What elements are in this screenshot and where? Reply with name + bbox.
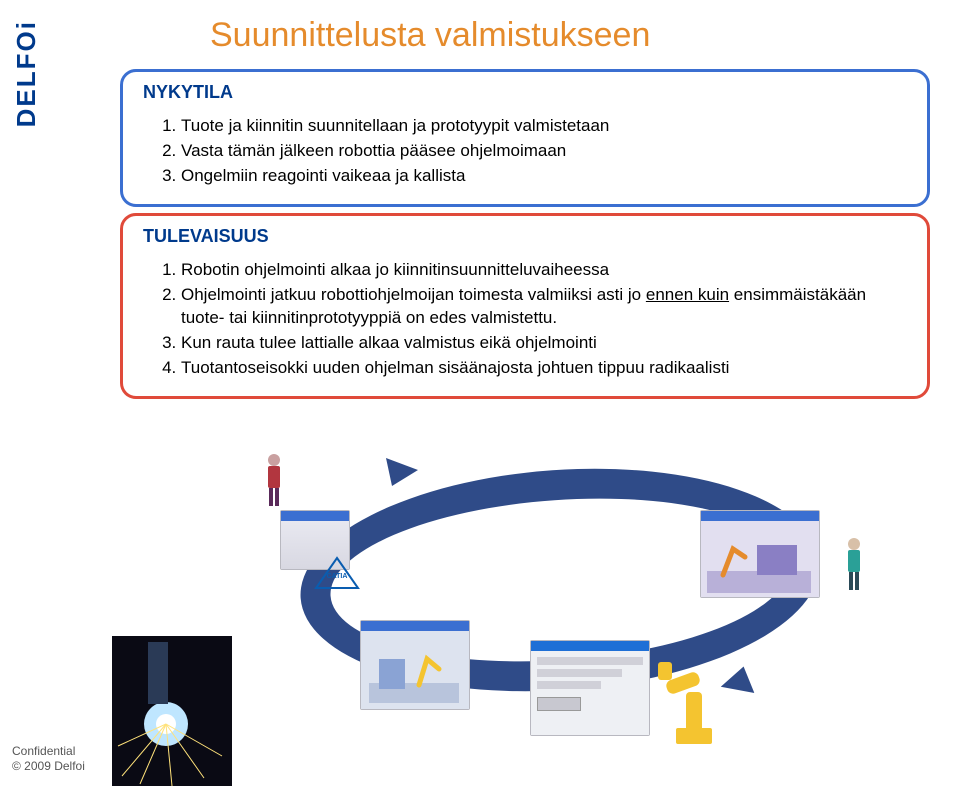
sidebar: DELFOi (0, 0, 52, 791)
footer-copyright: © 2009 Delfoi (12, 759, 85, 775)
footer-confidential: Confidential (12, 744, 85, 760)
nykytila-item: Tuote ja kiinnitin suunnitellaan ja prot… (181, 115, 907, 138)
nykytila-item: Ongelmiin reagointi vaikeaa ja kallista (181, 165, 907, 188)
welding-photo-icon (112, 636, 232, 786)
dialog-window-thumb (530, 640, 650, 736)
tulevaisuus-item: Robotin ohjelmointi alkaa jo kiinnitinsu… (181, 259, 907, 282)
workcell-thumb-right (700, 510, 820, 598)
nykytila-item: Vasta tämän jälkeen robottia pääsee ohje… (181, 140, 907, 163)
person-designer-icon (260, 452, 288, 508)
person-operator-icon (840, 536, 868, 592)
tulevaisuus-heading: TULEVAISUUS (143, 226, 907, 247)
process-oval-diagram: CATIA (300, 470, 820, 730)
tulevaisuus-item: Ohjelmointi jatkuu robottiohjelmoijan to… (181, 284, 907, 330)
svg-text:CATIA: CATIA (327, 573, 348, 580)
tulevaisuus-item: Tuotantoseisokki uuden ohjelman sisäänaj… (181, 357, 907, 380)
footer: Confidential © 2009 Delfoi (12, 744, 85, 775)
delfoi-logo: DELFOi (11, 20, 42, 127)
page-title: Suunnittelusta valmistukseen (210, 16, 930, 55)
main-content: Suunnittelusta valmistukseen NYKYTILA Tu… (60, 0, 960, 791)
arrowhead-icon (386, 458, 418, 488)
tulevaisuus-item: Kun rauta tulee lattialle alkaa valmistu… (181, 332, 907, 355)
robot-arm-yellow-icon (656, 658, 726, 748)
catia-badge-icon: CATIA (314, 556, 360, 592)
arrowhead-icon (718, 663, 755, 698)
nykytila-heading: NYKYTILA (143, 82, 907, 103)
nykytila-box: NYKYTILA Tuote ja kiinnitin suunnitellaa… (120, 69, 930, 207)
workcell-thumb-left (360, 620, 470, 710)
tulevaisuus-list: Robotin ohjelmointi alkaa jo kiinnitinsu… (143, 259, 907, 380)
tulevaisuus-box: TULEVAISUUS Robotin ohjelmointi alkaa jo… (120, 213, 930, 399)
nykytila-list: Tuote ja kiinnitin suunnitellaan ja prot… (143, 115, 907, 188)
